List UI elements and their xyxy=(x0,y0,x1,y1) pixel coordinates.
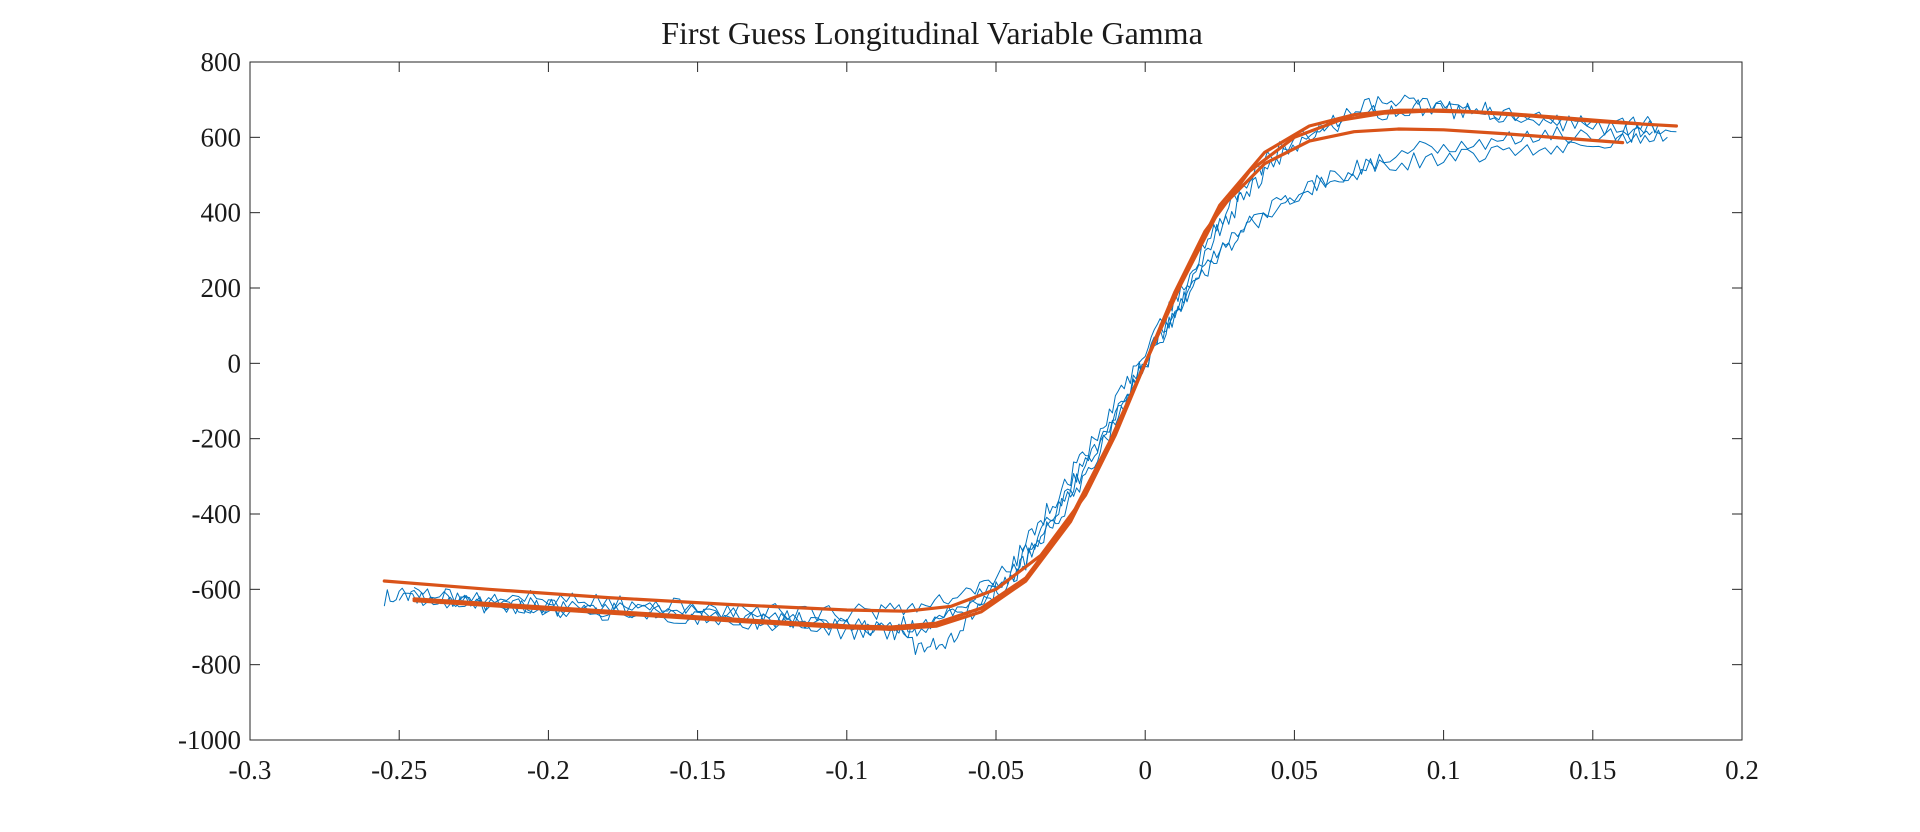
y-tick-label: -800 xyxy=(192,650,242,680)
x-tick-label: 0.05 xyxy=(1271,755,1318,785)
y-tick-label: -200 xyxy=(192,424,242,454)
x-tick-label: -0.25 xyxy=(371,755,427,785)
y-tick-label: 0 xyxy=(228,348,242,378)
y-tick-label: 200 xyxy=(201,273,242,303)
tick-layer: -0.3 -0.25 -0.2 -0.15 -0.1 -0.05 0 0.05 0.1 0.15 0… xyxy=(178,47,1759,785)
x-tick-label: 0.2 xyxy=(1725,755,1759,785)
x-tick-label: 0 xyxy=(1138,755,1152,785)
y-tick-label: 400 xyxy=(201,198,242,228)
fit-curve-7 xyxy=(412,108,1643,631)
x-tick-label: 0.1 xyxy=(1427,755,1461,785)
plot-area-frame xyxy=(249,61,1743,741)
x-tick-label: -0.3 xyxy=(229,755,272,785)
x-tick-label: -0.05 xyxy=(968,755,1024,785)
measured-trace-2 xyxy=(398,129,1668,655)
x-tick-label: -0.1 xyxy=(825,755,868,785)
measured-trace-4 xyxy=(428,124,1653,640)
x-tick-label: 0.15 xyxy=(1569,755,1616,785)
fit-curve-5 xyxy=(382,109,1678,613)
measured-trace-3 xyxy=(413,94,1659,623)
fit-curve-6 xyxy=(412,127,1625,629)
x-tick-label: -0.2 xyxy=(527,755,570,785)
y-tick-label: -600 xyxy=(192,574,242,604)
chart-title: First Guess Longitudinal Variable Gamma xyxy=(661,15,1203,51)
y-tick-label: -400 xyxy=(192,499,242,529)
x-tick-label: -0.15 xyxy=(669,755,725,785)
y-tick-label: -1000 xyxy=(178,725,241,755)
y-tick-label: 600 xyxy=(201,122,242,152)
measured-trace-1 xyxy=(383,99,1677,637)
series-layer xyxy=(382,94,1678,655)
y-tick-label: 800 xyxy=(201,47,242,77)
